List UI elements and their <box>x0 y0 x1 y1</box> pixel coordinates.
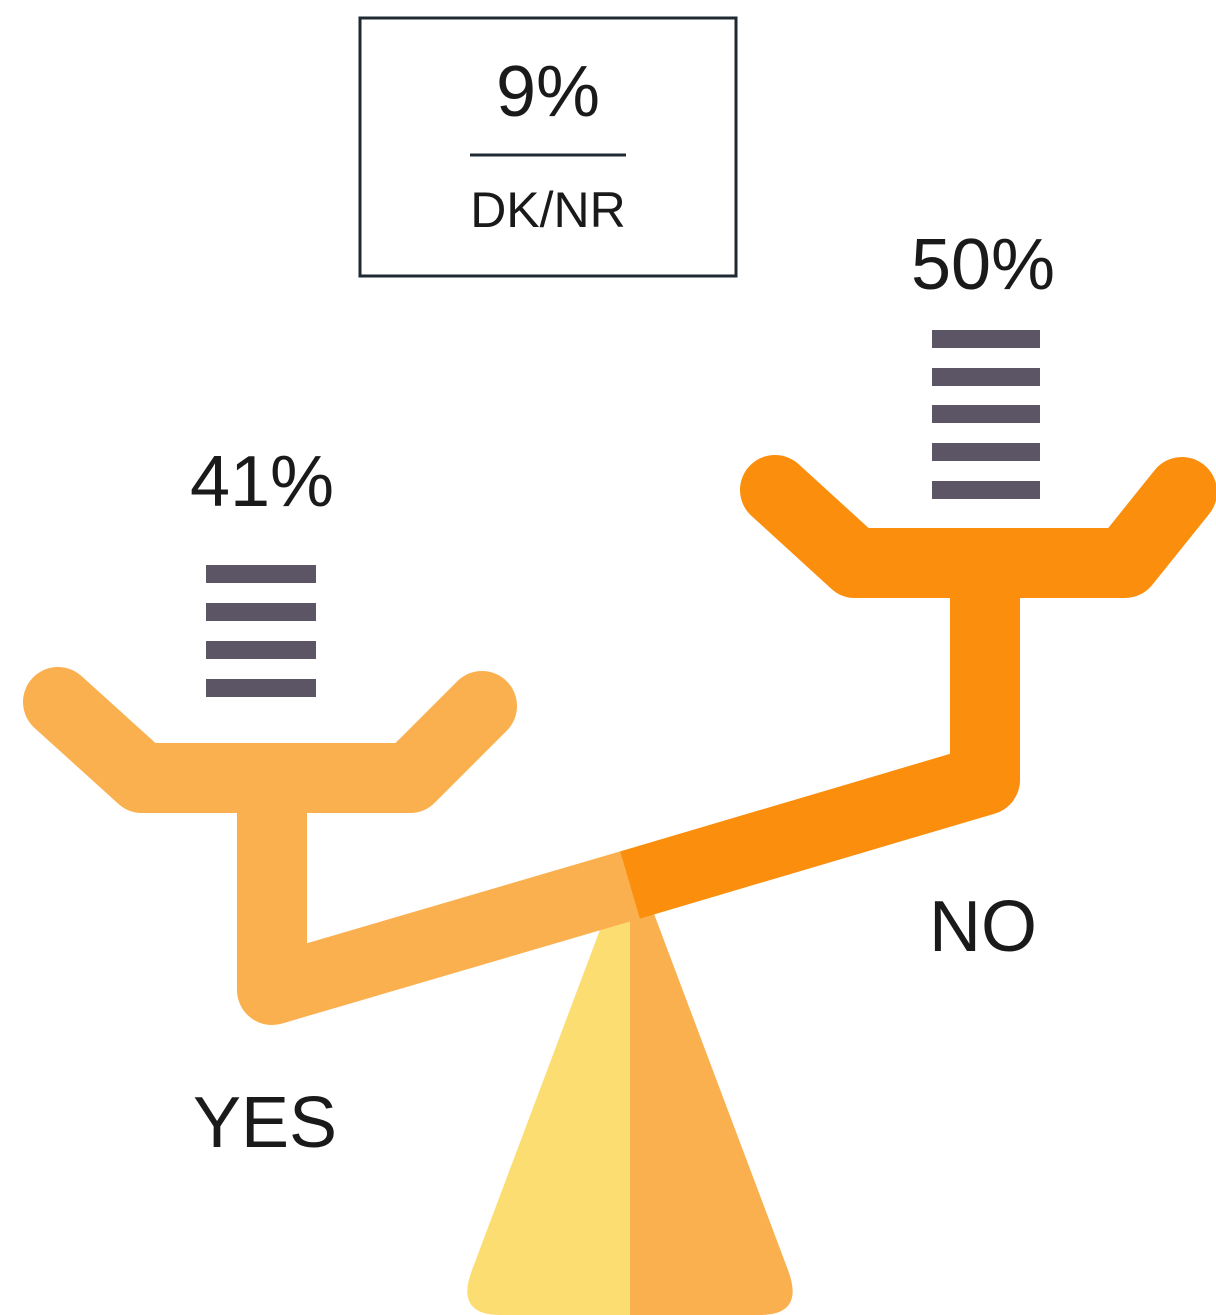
yes-value: 41% <box>190 442 334 522</box>
weight <box>206 679 316 697</box>
weight <box>932 368 1040 386</box>
tray-yes <box>58 702 482 778</box>
yes-label: YES <box>193 1083 337 1163</box>
weight <box>932 443 1040 461</box>
beam-left <box>272 790 630 990</box>
dk-nr-label: DK/NR <box>470 182 626 238</box>
tray-no <box>775 490 1182 563</box>
weight <box>206 603 316 621</box>
weight <box>932 330 1040 348</box>
weight <box>932 481 1040 499</box>
beam-right <box>630 570 985 885</box>
weights-no <box>932 330 1040 499</box>
weight <box>206 641 316 659</box>
weight <box>206 565 316 583</box>
no-label: NO <box>929 887 1037 967</box>
page: {"dk_nr": {"value": "9%", "label": "DK/N… <box>0 0 1216 1315</box>
no-value: 50% <box>911 225 1055 305</box>
balance-infographic: 9% DK/NR 41% 50% NO YES <box>0 0 1216 1315</box>
fulcrum-right <box>630 850 793 1315</box>
weight <box>932 405 1040 423</box>
dk-nr-value: 9% <box>496 52 600 132</box>
weights-yes <box>206 565 316 697</box>
